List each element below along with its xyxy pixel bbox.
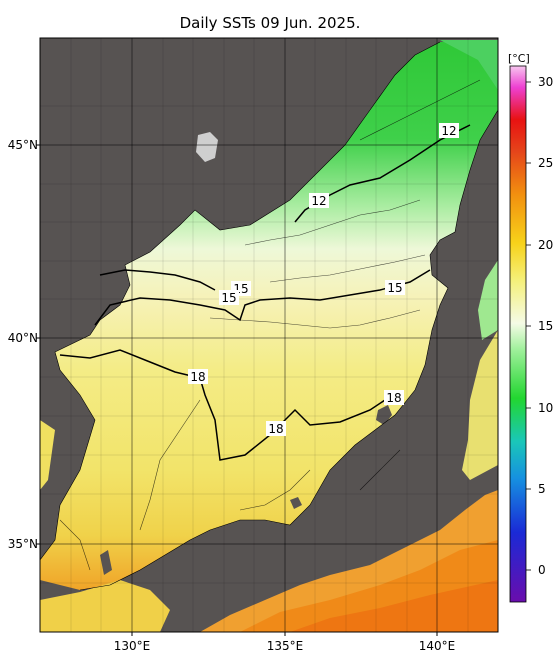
contour-label: 18 bbox=[268, 422, 283, 436]
colorbar-tick-20: 20 bbox=[538, 238, 554, 252]
colorbar-tick-30: 30 bbox=[538, 75, 554, 89]
colorbar-tick-10: 10 bbox=[538, 401, 554, 415]
colorbar-tick-25: 25 bbox=[538, 156, 554, 170]
lon-label-140e: 140°E bbox=[418, 639, 456, 653]
contour-label: 15 bbox=[387, 281, 402, 295]
contour-label: 12 bbox=[311, 194, 326, 208]
axis-ticks bbox=[36, 144, 438, 636]
tsushima-island bbox=[100, 550, 112, 575]
colorbar bbox=[509, 65, 531, 603]
lon-label-135e: 135°E bbox=[266, 639, 304, 653]
map-area bbox=[40, 38, 498, 632]
map-title: Daily SSTs 09 Jun. 2025. bbox=[179, 14, 361, 32]
colorbar-tick-5: 5 bbox=[538, 482, 546, 496]
coastline bbox=[40, 41, 498, 591]
contour-label: 18 bbox=[386, 391, 401, 405]
sea-of-japan bbox=[40, 40, 498, 590]
contour-label: 12 bbox=[441, 124, 456, 138]
lat-label-45n: 45°N bbox=[7, 138, 38, 152]
lat-label-35n: 35°N bbox=[7, 537, 38, 551]
map-frame bbox=[39, 37, 499, 633]
oki-island bbox=[290, 497, 302, 509]
colorbar-tick-15: 15 bbox=[538, 319, 554, 333]
lat-label-40n: 40°N bbox=[7, 331, 38, 345]
contour-label: 18 bbox=[190, 370, 205, 384]
graticule bbox=[40, 38, 498, 632]
rebun-island bbox=[196, 132, 218, 162]
contour-label: 15 bbox=[221, 291, 236, 305]
contour-labels: 12 12 15 15 15 18 18 18 bbox=[188, 123, 459, 436]
lon-label-130e: 130°E bbox=[113, 639, 151, 653]
colorbar-tick-0: 0 bbox=[538, 563, 546, 577]
colorbar-unit: [°C] bbox=[508, 52, 530, 65]
